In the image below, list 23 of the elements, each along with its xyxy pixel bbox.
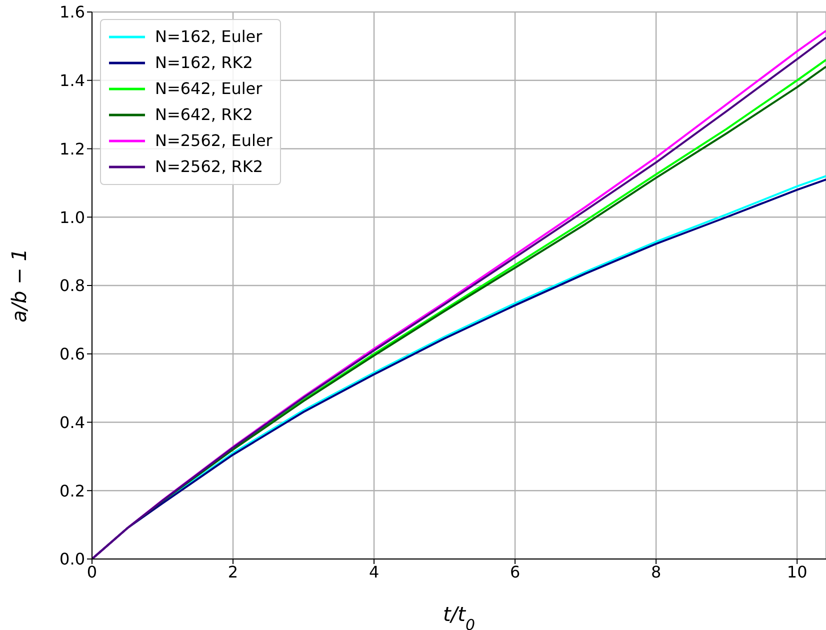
y-axis-title: a/b − 1: [7, 248, 31, 322]
x-tick-label: 2: [228, 562, 238, 582]
x-axis-title: t/t$_{0}$: [443, 602, 475, 630]
legend-label: N=642, Euler: [155, 78, 262, 100]
legend-label: N=2562, Euler: [155, 130, 272, 152]
legend-label: N=2562, RK2: [155, 156, 264, 178]
y-tick-label: 0.8: [60, 276, 85, 296]
legend-label: N=162, Euler: [155, 26, 262, 48]
y-tick-label: 0.0: [60, 550, 85, 569]
x-tick-label: 10: [786, 562, 808, 582]
x-tick-label: 8: [650, 562, 662, 582]
x-tick-label: 4: [368, 562, 380, 582]
y-tick-label: 0.6: [60, 344, 85, 364]
x-tick-label: 6: [510, 562, 520, 582]
y-tick-label: 0.4: [60, 412, 85, 432]
y-tick-label: 0.2: [60, 481, 85, 500]
legend-label: N=642, RK2: [155, 104, 253, 126]
legend-label: N=162, RK2: [155, 52, 253, 74]
y-tick-label: 1.4: [60, 71, 85, 90]
x-tick-label: 0: [86, 562, 98, 582]
y-tick-label: 1.2: [60, 139, 85, 158]
y-tick-label: 1.0: [60, 208, 85, 227]
y-tick-label: 1.6: [60, 2, 85, 22]
